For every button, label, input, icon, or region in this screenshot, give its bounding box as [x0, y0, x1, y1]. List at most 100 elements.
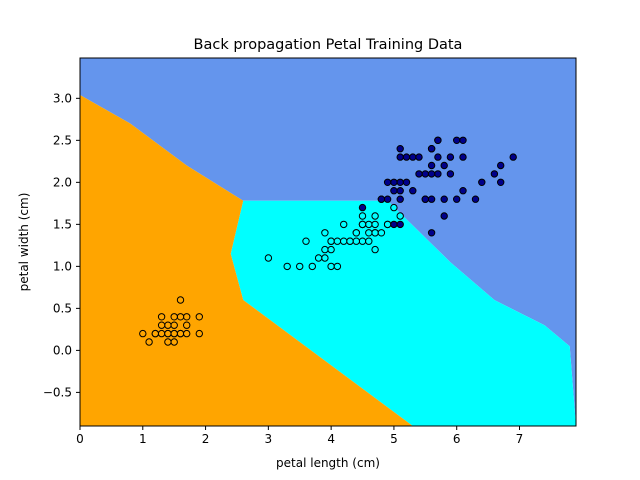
data-point-class-0	[176, 313, 185, 321]
data-point-class-2	[409, 153, 417, 161]
x-tick-label: 6	[453, 432, 461, 446]
data-point-class-2	[377, 195, 386, 203]
data-point-class-1	[302, 237, 310, 245]
y-tick-label: 2.0	[53, 175, 72, 189]
data-point-class-1	[358, 237, 367, 245]
data-point-class-2	[415, 170, 423, 178]
data-point-class-1	[396, 212, 404, 220]
data-point-class-0	[151, 329, 160, 338]
data-point-class-0	[157, 321, 166, 329]
data-point-class-0	[157, 329, 166, 338]
data-point-class-0	[170, 338, 178, 346]
data-point-class-2	[446, 153, 455, 161]
data-point-class-1	[327, 245, 335, 254]
data-point-class-2	[440, 161, 448, 170]
x-tick-label: 0	[76, 432, 84, 446]
data-point-class-2	[427, 161, 436, 170]
y-tick-label: 0.0	[53, 343, 72, 357]
data-point-class-1	[371, 229, 379, 237]
data-point-class-1	[352, 229, 360, 237]
y-tick-label: 3.0	[53, 91, 72, 105]
data-point-class-2	[459, 187, 467, 195]
data-point-class-2	[453, 136, 461, 145]
data-point-class-2	[396, 220, 404, 229]
data-point-class-2	[396, 178, 404, 187]
x-tick-label: 3	[265, 432, 273, 446]
y-tick-label: 2.5	[53, 133, 72, 147]
data-point-class-1	[383, 220, 392, 229]
data-point-class-2	[427, 145, 436, 153]
data-point-class-1	[390, 203, 398, 212]
data-point-class-2	[390, 187, 398, 195]
data-point-class-2	[434, 170, 442, 178]
data-point-class-1	[314, 254, 323, 262]
data-point-class-0	[164, 321, 172, 329]
data-point-class-1	[283, 262, 291, 271]
data-point-class-2	[427, 229, 436, 237]
data-point-class-0	[195, 313, 204, 321]
data-point-class-1	[352, 237, 360, 245]
data-point-class-2	[396, 153, 404, 161]
data-point-class-0	[170, 329, 178, 338]
data-point-class-1	[327, 262, 335, 271]
data-point-class-0	[176, 296, 185, 304]
y-axis-label: petal width (cm)	[17, 193, 31, 292]
data-point-class-0	[170, 321, 178, 329]
y-tick-label: −0.5	[43, 385, 72, 399]
data-point-class-0	[183, 321, 191, 329]
data-point-class-2	[358, 203, 367, 212]
data-point-class-1	[340, 220, 348, 229]
data-point-class-1	[333, 262, 342, 271]
data-point-class-2	[427, 195, 436, 203]
data-point-class-1	[296, 262, 304, 271]
data-point-class-0	[183, 329, 191, 338]
region-class-0	[80, 95, 413, 426]
y-tick-label: 0.5	[53, 301, 72, 315]
region-class-2	[80, 58, 576, 426]
x-axis-label: petal length (cm)	[276, 456, 380, 470]
data-point-class-0	[164, 329, 172, 338]
x-tick-label: 7	[516, 432, 524, 446]
data-point-class-0	[176, 329, 185, 338]
data-point-class-2	[427, 170, 436, 178]
data-point-class-2	[402, 178, 411, 187]
data-point-class-1	[365, 237, 373, 245]
y-tick-label: 1.0	[53, 259, 72, 273]
data-point-class-0	[183, 313, 191, 321]
data-point-class-2	[434, 153, 442, 161]
data-point-class-2	[383, 195, 392, 203]
data-point-class-2	[446, 170, 455, 178]
data-point-class-2	[478, 178, 486, 187]
data-point-class-0	[157, 313, 166, 321]
y-tick-label: 1.5	[53, 217, 72, 231]
data-point-class-2	[490, 170, 499, 178]
data-point-class-0	[145, 338, 153, 346]
data-point-class-2	[453, 195, 461, 203]
data-point-class-2	[383, 178, 392, 187]
data-point-class-2	[421, 170, 429, 178]
data-point-class-1	[371, 245, 379, 254]
plot-frame	[79, 57, 577, 427]
data-point-class-2	[509, 153, 517, 161]
data-point-class-2	[402, 153, 411, 161]
data-point-class-2	[396, 145, 404, 153]
data-point-class-1	[321, 254, 329, 262]
y-axis-ticks: −0.5 0.0 0.5 1.0 1.5 2.0 2.5 3.0	[43, 91, 80, 399]
x-axis-ticks: 0 1 2 3 4 5 6 7	[76, 426, 523, 446]
data-point-class-1	[365, 229, 373, 237]
data-point-class-2	[390, 220, 398, 229]
x-tick-label: 5	[390, 432, 398, 446]
data-point-class-2	[409, 187, 417, 195]
data-point-class-2	[459, 153, 467, 161]
data-point-class-1	[358, 212, 367, 220]
data-point-class-2	[440, 212, 448, 220]
data-point-class-1	[371, 220, 379, 229]
x-tick-label: 2	[202, 432, 210, 446]
data-point-class-2	[440, 195, 448, 203]
data-point-class-2	[497, 178, 505, 187]
data-point-class-1	[377, 229, 386, 237]
data-point-class-2	[471, 195, 480, 203]
data-point-class-1	[358, 220, 367, 229]
data-point-class-0	[195, 329, 204, 338]
